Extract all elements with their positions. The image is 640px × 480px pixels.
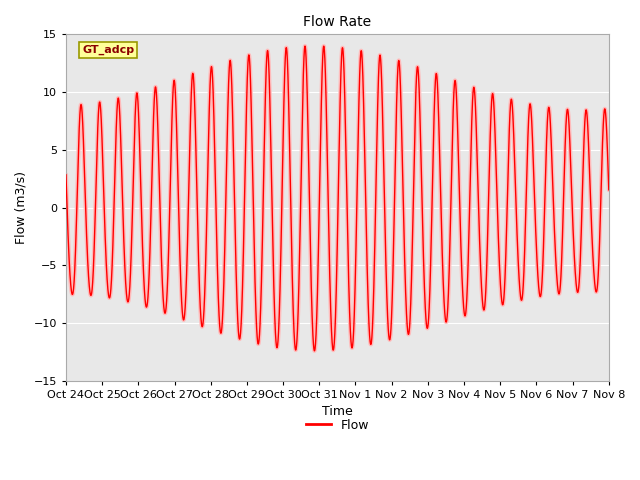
- Legend: Flow: Flow: [301, 414, 374, 437]
- Text: GT_adcp: GT_adcp: [83, 45, 134, 55]
- Y-axis label: Flow (m3/s): Flow (m3/s): [15, 171, 28, 244]
- Title: Flow Rate: Flow Rate: [303, 15, 371, 29]
- X-axis label: Time: Time: [322, 405, 353, 418]
